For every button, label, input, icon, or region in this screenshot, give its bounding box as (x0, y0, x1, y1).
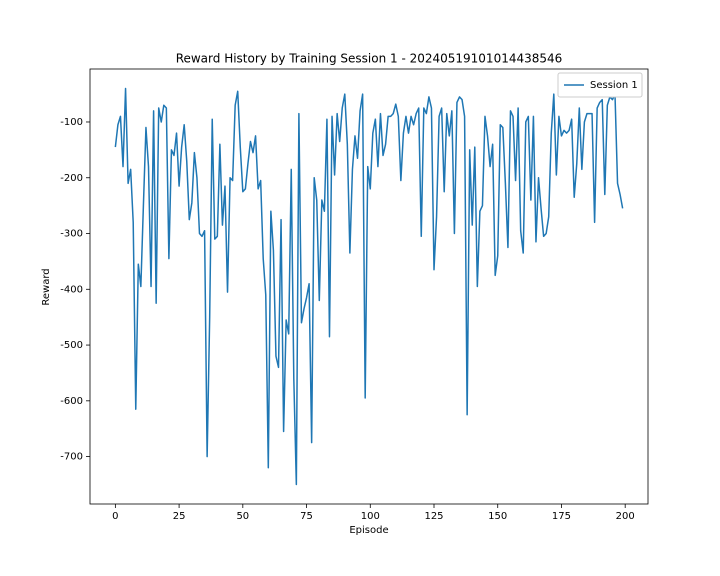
x-tick-label: 125 (424, 511, 443, 522)
plot-frame (89, 68, 649, 505)
chart-title: Reward History by Training Session 1 - 2… (176, 52, 563, 66)
y-tick-label: -100 (60, 117, 83, 128)
legend-label: Session 1 (590, 80, 638, 91)
y-axis-label: Reward (41, 268, 52, 305)
x-tick-label: 100 (361, 511, 380, 522)
x-tick-label: 200 (616, 511, 635, 522)
x-tick-label: 175 (552, 511, 571, 522)
y-tick-label: -300 (60, 229, 83, 240)
y-tick-label: -200 (60, 173, 83, 184)
x-tick-label: 25 (173, 511, 186, 522)
y-tick-label: -700 (60, 452, 83, 463)
y-tick-label: -600 (60, 396, 83, 407)
x-tick-label: 75 (300, 511, 313, 522)
x-tick-label: 150 (488, 511, 507, 522)
x-tick-label: 0 (112, 511, 118, 522)
x-axis-label: Episode (349, 525, 388, 536)
data-line (114, 87, 624, 486)
y-tick-label: -400 (60, 284, 83, 295)
y-tick-label: -500 (60, 340, 83, 351)
x-tick-label: 50 (236, 511, 249, 522)
legend-box (557, 72, 643, 98)
